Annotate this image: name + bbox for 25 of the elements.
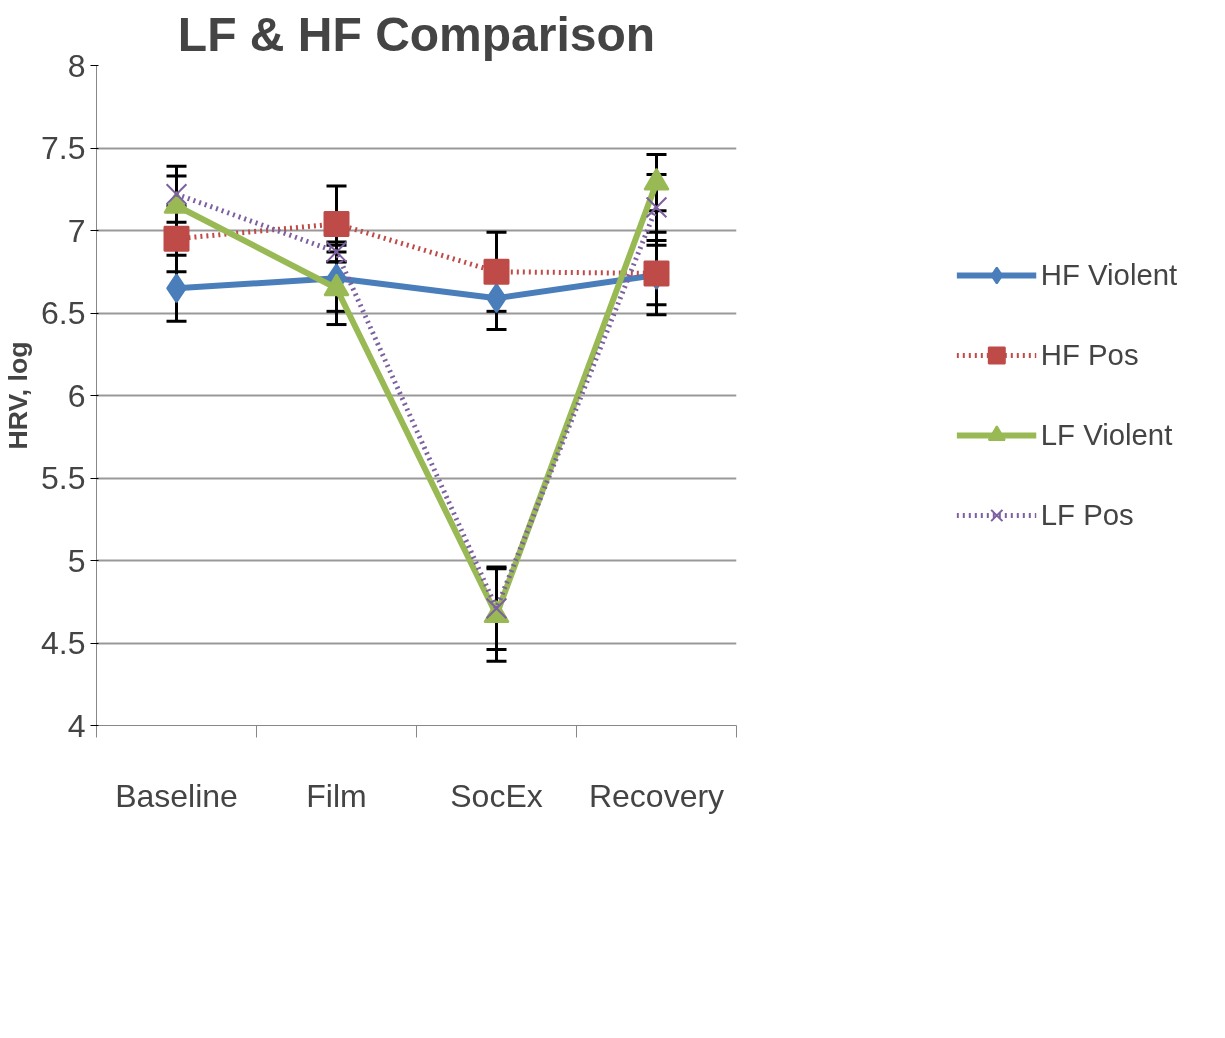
point	[645, 196, 668, 219]
legend-label: LF Pos	[1040, 498, 1134, 532]
legend-label: LF Violent	[1040, 418, 1173, 452]
legend-label: HF Pos	[1040, 338, 1139, 372]
y-tick-label: 4	[67, 707, 86, 744]
legend-label: HF Violent	[1040, 258, 1178, 292]
point	[163, 225, 190, 252]
y-tick-label: 7.5	[41, 130, 86, 166]
y-tick-label: 5.5	[41, 460, 86, 496]
chart-title: LF & HF Comparison	[177, 7, 656, 61]
y-axis-title: HRV, log	[3, 341, 34, 450]
x-tick-label: Recovery	[588, 777, 725, 814]
x-tick-label: Baseline	[115, 777, 238, 814]
point	[165, 183, 188, 206]
y-tick-label: 5	[67, 542, 86, 579]
y-tick-label: 8	[67, 47, 86, 84]
point	[323, 210, 350, 237]
y-tick-label: 6	[67, 377, 86, 414]
y-tick-label: 6.5	[41, 295, 86, 331]
point	[483, 258, 510, 285]
x-tick-label: Film	[306, 777, 367, 814]
x-tick-label: SocEx	[450, 777, 543, 814]
y-tick-label: 7	[67, 212, 86, 249]
point	[643, 260, 670, 287]
y-tick-label: 4.5	[41, 625, 86, 661]
